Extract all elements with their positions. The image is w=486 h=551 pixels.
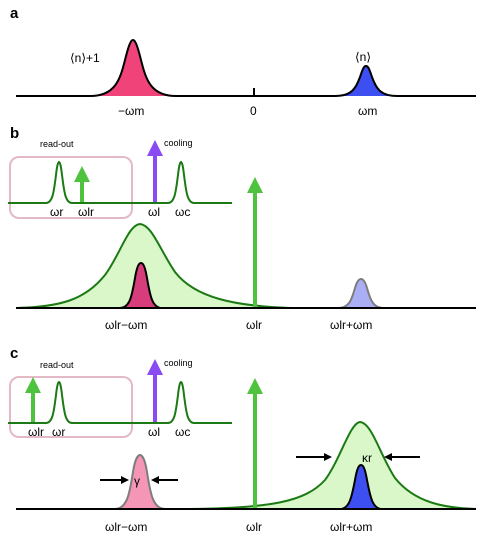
panel-b-inset-tick-wc: ωc [175,205,190,219]
panel-c-inset-tick-wc: ωc [175,425,190,439]
panel-b-left-sideband [119,261,163,309]
panel-c-cavity-fill [190,422,476,509]
panel-b-cavity-fill [16,224,330,308]
panel-c-readout-box [9,376,133,438]
panel-b: b read-out cooling ωr ωlr ωl ωc ωlr−ωm ω… [8,125,476,332]
panel-b-right-sideband [337,277,385,309]
panel-c-cavity-line [189,420,477,510]
panel-c: c read-out cooling ωlr ωr ωl ωc γ κr ωlr… [8,345,477,534]
panel-b-inset-cavity-line [8,160,232,204]
panel-b-inset-tick-wlr: ωlr [78,205,94,219]
panel-a-label: a [10,5,19,22]
panel-a: a ⟨n⟩+1 ⟨n⟩ −ωm 0 ωm [10,5,476,118]
panel-c-cooling-label: cooling [164,358,193,368]
panel-b-readout-box [9,156,133,219]
panel-c-tick-wlr-plus-wm: ωlr+ωm [330,520,372,534]
panel-c-label: c [10,345,18,362]
panel-b-readout-label: read-out [40,139,74,149]
panel-c-inset-cavity-line [8,380,232,424]
panel-b-cavity-line [15,222,330,309]
panel-b-cooling-label: cooling [164,138,193,148]
panel-c-kappa-label: κr [362,451,372,465]
panel-a-left-peak-label: ⟨n⟩+1 [70,51,100,65]
panel-b-tick-wlr-minus-wm: ωlr−ωm [105,318,147,332]
panel-a-right-peak [335,66,397,96]
panel-c-inset-tick-wl: ωl [148,425,160,439]
panel-c-inset-tick-wr: ωr [52,425,65,439]
panel-c-left-sideband [114,453,166,510]
panel-a-right-peak-label: ⟨n⟩ [355,50,371,64]
panel-c-tick-wlr: ωlr [246,520,262,534]
panel-b-inset-tick-wr: ωr [50,205,63,219]
panel-b-label: b [10,125,19,142]
panel-b-inset-tick-wl: ωl [148,205,160,219]
panel-c-readout-label: read-out [40,360,74,370]
panel-c-gamma-label: γ [134,474,140,488]
panel-a-tick-zero: 0 [250,104,257,118]
panel-a-tick-wm: ωm [358,104,377,118]
panel-b-tick-wlr: ωlr [246,318,262,332]
panel-c-inset-tick-wlr: ωlr [28,425,44,439]
panel-c-tick-wlr-minus-wm: ωlr−ωm [105,520,147,534]
panel-a-left-peak [90,40,176,96]
panel-a-spectrum-line [16,38,476,97]
panel-a-tick-neg-wm: −ωm [118,104,144,118]
panel-b-tick-wlr-plus-wm: ωlr+ωm [330,318,372,332]
panel-c-right-sideband [339,463,383,510]
